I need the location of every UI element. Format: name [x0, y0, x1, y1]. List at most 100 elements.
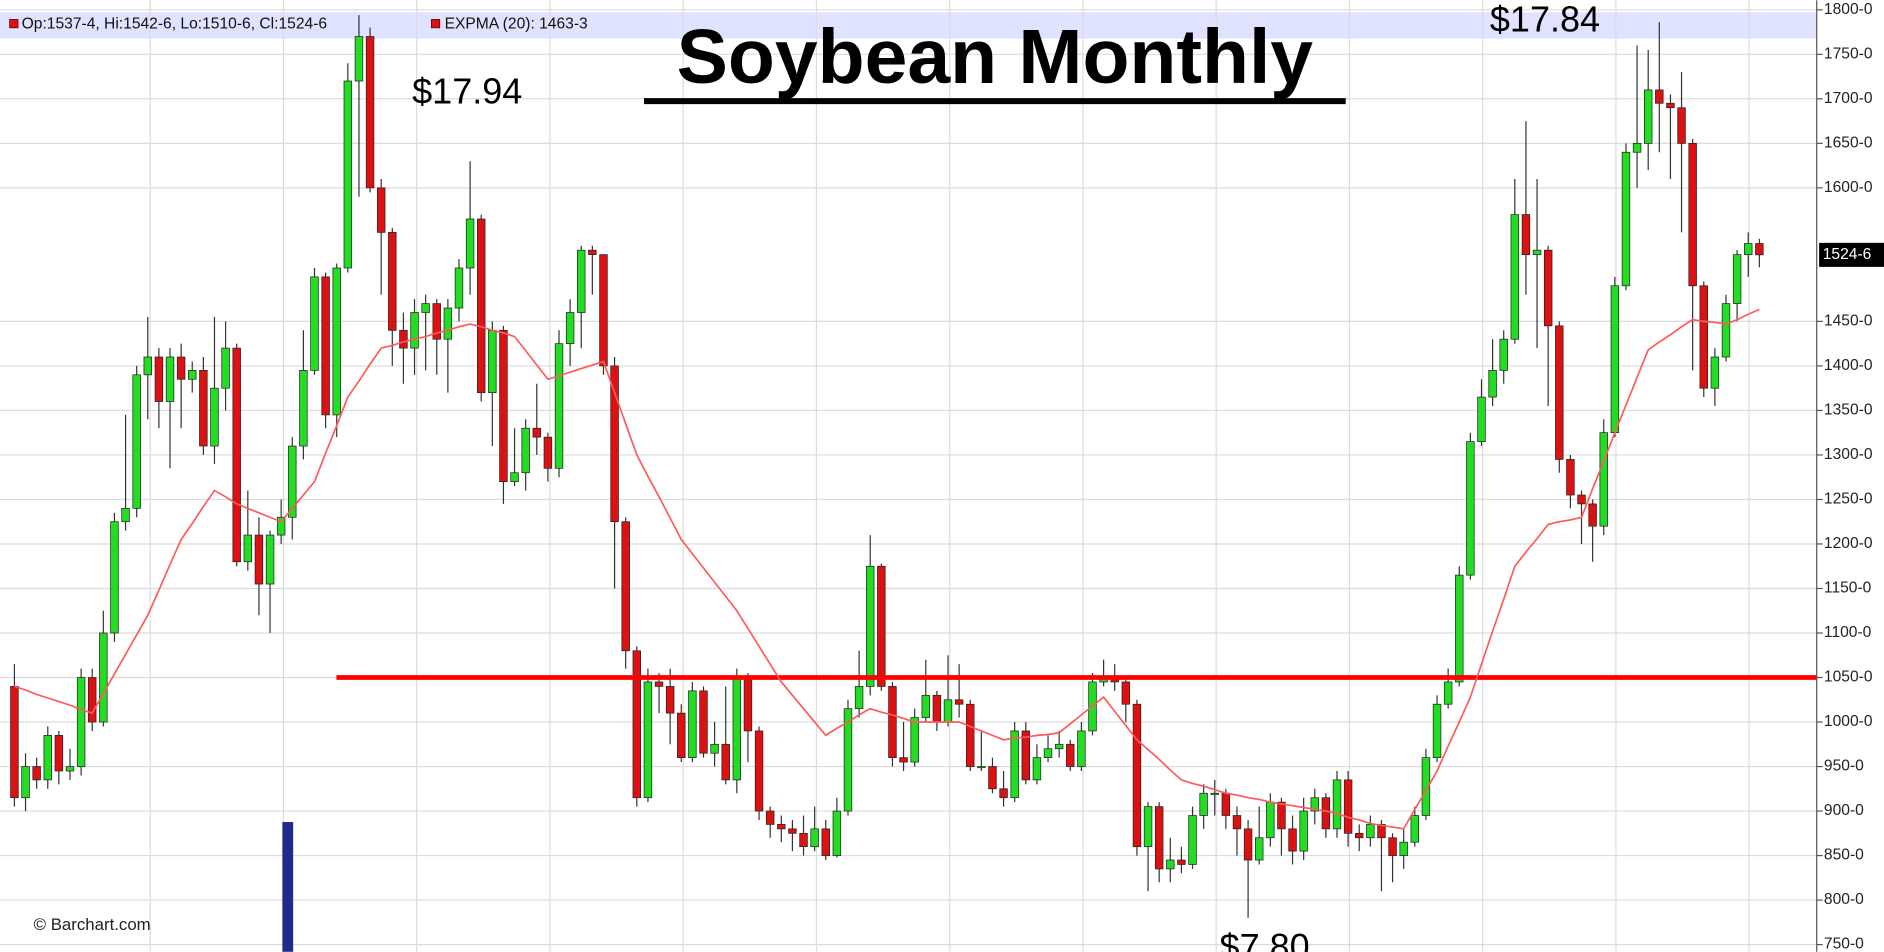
candle-body	[743, 677, 753, 732]
candle-body	[977, 766, 986, 769]
candle-body	[599, 254, 608, 367]
candle-body	[1755, 243, 1764, 256]
candle-body	[399, 329, 408, 349]
candle-body	[154, 356, 164, 402]
y-tick-label: 950-0	[1824, 758, 1864, 775]
candle-body	[1221, 792, 1231, 816]
y-tick-label: 1000-0	[1824, 713, 1873, 730]
y-tick-label: 1350-0	[1824, 402, 1873, 419]
candle-body	[99, 632, 108, 723]
y-tick-label: 1250-0	[1824, 491, 1873, 508]
candle-body	[988, 766, 997, 790]
candle-body	[388, 232, 397, 331]
candle-body	[877, 565, 886, 687]
y-tick-label: 1450-0	[1824, 313, 1873, 330]
candle-body	[543, 436, 553, 469]
candle-body	[1310, 797, 1319, 812]
candle-body	[910, 717, 919, 763]
candle-body	[54, 735, 64, 772]
ema-line	[14, 308, 1760, 830]
candle-body	[1010, 730, 1019, 799]
candle-body	[32, 766, 41, 781]
candle-body	[1566, 459, 1575, 496]
candle-body	[1666, 102, 1675, 109]
candle-body	[1421, 757, 1431, 816]
candle-body	[1477, 396, 1486, 442]
candle-body	[1177, 859, 1186, 865]
candle-body	[1521, 214, 1531, 255]
candle-body	[1632, 142, 1642, 153]
price-tag	[1819, 242, 1884, 267]
candle-body	[76, 677, 86, 767]
candle-body	[799, 832, 808, 848]
candle-body	[943, 699, 953, 723]
candle-body	[921, 694, 930, 718]
y-tick-label: 1800-0	[1824, 1, 1873, 18]
candle-body	[1143, 806, 1153, 848]
annotation: $17.84	[1490, 0, 1600, 39]
candle-body	[754, 730, 764, 812]
candle-body	[1266, 801, 1275, 839]
y-tick-label: 1400-0	[1824, 357, 1873, 374]
legend-text: EXPMA (20): 1463-3	[445, 15, 588, 32]
candle-body	[966, 703, 975, 767]
candle-body	[532, 427, 541, 438]
candle-body	[176, 356, 186, 380]
y-tick-label: 1050-0	[1824, 669, 1873, 686]
header-band	[0, 12, 1817, 39]
candle-body	[1455, 574, 1464, 683]
plot	[10, 15, 1817, 918]
candle-body	[654, 681, 664, 687]
candle-body	[443, 307, 453, 340]
candle-body	[110, 521, 119, 634]
candle-body	[265, 534, 275, 585]
candle-body	[810, 828, 819, 848]
candle-body	[1710, 356, 1720, 389]
candle-body	[1732, 254, 1742, 304]
candle-body	[999, 788, 1008, 799]
y-tick-label: 1300-0	[1824, 446, 1873, 463]
legend-swatch	[430, 19, 441, 29]
candle-body	[854, 686, 864, 710]
annotations: $17.94 $17.84 $7.80	[412, 0, 1600, 952]
candle-body	[643, 681, 653, 799]
candle-body	[1077, 730, 1086, 767]
candle-body	[1121, 681, 1131, 705]
candle-body	[1188, 815, 1197, 865]
candle-body	[421, 303, 430, 313]
candle-body	[465, 218, 475, 269]
candle-body	[21, 766, 30, 799]
candle-body	[577, 249, 586, 313]
candle-body	[510, 472, 519, 483]
candle-body	[1721, 303, 1731, 358]
candle-body	[1643, 89, 1653, 144]
y-tick-label: 1700-0	[1824, 90, 1873, 107]
candle-body	[1555, 325, 1564, 460]
candle-body	[954, 699, 964, 705]
candle-body	[143, 356, 152, 376]
candle-body	[1543, 249, 1553, 327]
candle-body	[1299, 810, 1308, 852]
candle-body	[1610, 285, 1620, 434]
volume-bar	[282, 822, 294, 952]
legend-text: Op:1537-4, Hi:1542-6, Lo:1510-6, Cl:1524…	[22, 15, 327, 32]
candle-body	[1588, 503, 1597, 527]
y-tick-label: 1100-0	[1824, 624, 1872, 641]
y-tick-label: 1150-0	[1824, 580, 1872, 597]
candle-body	[1332, 779, 1342, 830]
candle-body	[1043, 748, 1053, 758]
candle-body	[132, 374, 141, 509]
candle-body	[1066, 743, 1075, 767]
candle-body	[1355, 832, 1364, 839]
candle-body	[343, 80, 353, 269]
annotation: $17.94	[412, 70, 522, 111]
candle-body	[721, 743, 730, 781]
candle-body	[1499, 338, 1508, 371]
candle-body	[843, 708, 853, 812]
candle-body	[310, 276, 319, 371]
candle-body	[1688, 142, 1697, 287]
candle-body	[1277, 801, 1286, 830]
candle-body	[1410, 815, 1420, 843]
candle-body	[1432, 703, 1442, 758]
